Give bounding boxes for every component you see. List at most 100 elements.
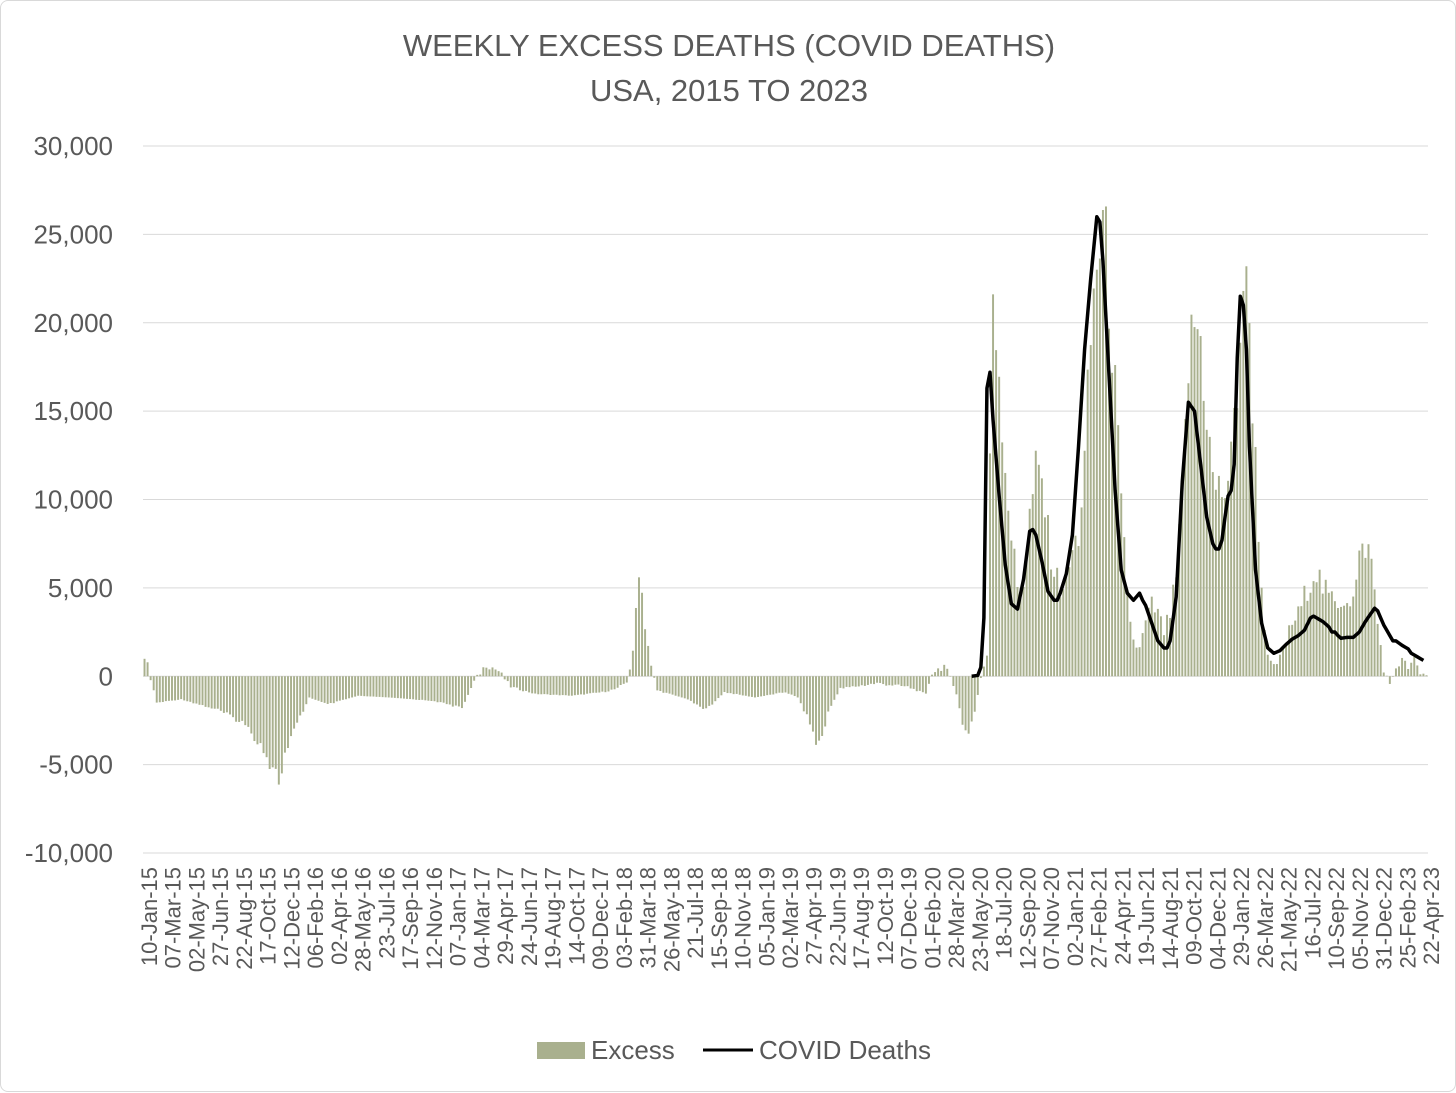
excess-bar (985, 655, 988, 677)
excess-bar (1169, 617, 1172, 677)
excess-bar (1285, 643, 1288, 677)
excess-bar (641, 592, 644, 677)
x-tick-label: 31-Mar-18 (636, 867, 661, 968)
excess-bar (1050, 569, 1053, 677)
x-tick-label: 27-Apr-19 (802, 867, 827, 965)
excess-bar (802, 676, 805, 712)
excess-bar (869, 676, 872, 684)
excess-bar (818, 676, 821, 741)
excess-bar (1388, 676, 1391, 684)
excess-bar (287, 676, 289, 749)
y-tick-label: 20,000 (33, 308, 113, 338)
excess-bar (589, 676, 592, 694)
excess-bar (1077, 546, 1080, 677)
excess-bar (1333, 601, 1336, 677)
excess-bar (375, 676, 378, 697)
excess-bar (341, 676, 344, 700)
x-tick-label: 03-Feb-18 (612, 867, 637, 969)
excess-bar (369, 676, 372, 697)
excess-bar (1196, 329, 1199, 677)
excess-bar (488, 669, 491, 677)
excess-bar (714, 676, 717, 702)
excess-bar (1251, 423, 1254, 677)
excess-bar (1379, 645, 1382, 677)
excess-bar (1059, 597, 1062, 677)
excess-bar (921, 676, 924, 693)
excess-bar (998, 376, 1001, 677)
excess-bar (302, 676, 305, 712)
x-tick-label: 06-Feb-16 (303, 867, 328, 969)
excess-bar (668, 676, 671, 694)
excess-bar (445, 676, 448, 705)
excess-bar (961, 676, 964, 725)
excess-bar (647, 645, 650, 677)
excess-bar (1398, 666, 1400, 677)
excess-bar (332, 676, 335, 704)
excess-bar (979, 676, 982, 678)
excess-bar (741, 676, 744, 696)
x-tick-label: 17-Aug-19 (849, 867, 874, 970)
excess-bar (827, 676, 830, 712)
excess-bar (1163, 635, 1165, 677)
excess-bar (241, 676, 244, 721)
excess-bar (1340, 606, 1342, 677)
excess-bar (473, 676, 476, 681)
excess-bar (158, 676, 161, 703)
excess-bar (805, 676, 808, 715)
excess-bar (1309, 592, 1312, 677)
excess-bar (607, 676, 610, 692)
excess-bar (390, 676, 393, 698)
excess-bar (1037, 464, 1040, 677)
excess-bar (1288, 625, 1291, 677)
x-tick-label: 09-Dec-17 (588, 867, 613, 970)
excess-bar (186, 676, 189, 702)
x-tick-label: 10-Sep-22 (1324, 867, 1349, 970)
excess-bar (689, 676, 692, 701)
excess-bar (1028, 508, 1031, 677)
x-tick-label: 26-Mar-22 (1253, 867, 1278, 968)
excess-bar (320, 676, 323, 702)
excess-bar (1294, 620, 1297, 677)
x-tick-label: 12-Nov-16 (422, 867, 447, 970)
excess-bar (207, 676, 210, 708)
excess-bar (1217, 475, 1220, 677)
excess-bar (659, 676, 662, 692)
excess-bar (1410, 662, 1413, 677)
excess-bar (1300, 606, 1303, 677)
excess-bar (692, 676, 695, 704)
excess-bar (329, 676, 332, 704)
chart-title: WEEKLY EXCESS DEATHS (COVID DEATHS) (403, 28, 1055, 63)
excess-bar (1211, 472, 1214, 677)
x-tick-label: 18-Jul-20 (992, 867, 1017, 959)
excess-bar (787, 676, 790, 694)
excess-bar (601, 676, 604, 692)
excess-bar (335, 676, 338, 702)
excess-bar (1001, 442, 1004, 677)
excess-bar (1120, 493, 1123, 677)
excess-bar (500, 672, 503, 677)
excess-bar (378, 676, 381, 697)
excess-bar (1312, 581, 1315, 677)
excess-bar (1025, 552, 1028, 677)
excess-bar (857, 676, 860, 687)
excess-bar (146, 662, 149, 677)
excess-bar (815, 676, 817, 745)
excess-bar (876, 676, 879, 683)
excess-bar (882, 676, 885, 685)
excess-bar (506, 676, 509, 682)
excess-bar (1034, 450, 1037, 677)
excess-bar (357, 676, 360, 696)
excess-bar (842, 676, 845, 689)
y-tick-label: -5,000 (39, 750, 113, 780)
excess-bar (744, 676, 747, 696)
excess-bar (235, 676, 238, 722)
excess-bar (460, 676, 463, 709)
x-tick-label: 24-Jun-17 (517, 867, 542, 966)
x-tick-label: 24-Apr-21 (1110, 867, 1135, 965)
excess-bar (314, 676, 317, 700)
excess-bar (949, 675, 952, 677)
excess-bar (573, 676, 576, 696)
x-tick-label: 28-May-16 (351, 867, 376, 972)
excess-bar (1019, 588, 1022, 677)
